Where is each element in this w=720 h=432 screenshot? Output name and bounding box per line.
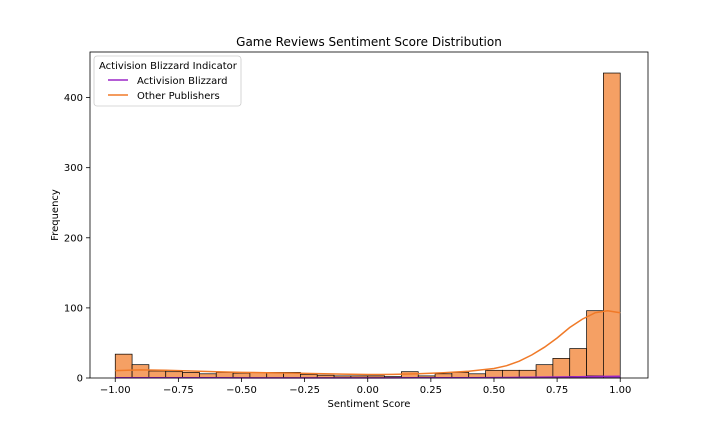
histogram-bar-other: [535, 364, 554, 378]
histogram-bar-other: [603, 72, 621, 377]
legend: Activision Blizzard Indicator Activision…: [93, 55, 242, 107]
axes-frame: [89, 51, 649, 379]
y-axis: 0 100 200 300 400: [64, 93, 90, 385]
histogram-bar-other: [552, 358, 571, 378]
histogram-bar-other: [586, 310, 604, 377]
x-tick-label: −1.00: [100, 385, 131, 396]
chart-title: Game Reviews Sentiment Score Distributio…: [236, 35, 502, 49]
x-tick-label: 0.75: [546, 385, 568, 396]
histogram-bar-other: [114, 353, 133, 379]
legend-label-other: Other Publishers: [137, 91, 220, 102]
y-axis-label: Frequency: [50, 189, 61, 241]
histogram-bar-other: [569, 348, 587, 377]
kde-line-other: [115, 309, 621, 376]
x-tick-label: −0.50: [226, 385, 257, 396]
histogram-bar-other: [148, 370, 167, 379]
histogram-bar-other: [131, 364, 150, 379]
x-tick-label: −0.25: [289, 385, 320, 396]
x-tick-label: 0.50: [483, 385, 505, 396]
y-tick-label: 200: [64, 233, 83, 244]
legend-label-activision: Activision Blizzard: [137, 76, 228, 87]
y-tick-label: 100: [64, 303, 83, 314]
x-tick-label: 0.00: [357, 385, 379, 396]
histogram-bar-other: [518, 369, 537, 378]
x-axis: −1.00 −0.75 −0.50 −0.25 0.00 0.25 0.50 0.75 1.00: [100, 378, 631, 396]
x-tick-label: −0.75: [163, 385, 194, 396]
y-tick-label: 400: [64, 93, 83, 104]
legend-box: [93, 55, 242, 107]
x-tick-label: 1.00: [609, 385, 631, 396]
y-tick-label: 0: [77, 374, 83, 385]
x-tick-label: 0.25: [420, 385, 442, 396]
legend-title: Activision Blizzard Indicator: [99, 61, 238, 72]
y-tick-label: 300: [64, 163, 83, 174]
x-axis-label: Sentiment Score: [328, 399, 411, 410]
